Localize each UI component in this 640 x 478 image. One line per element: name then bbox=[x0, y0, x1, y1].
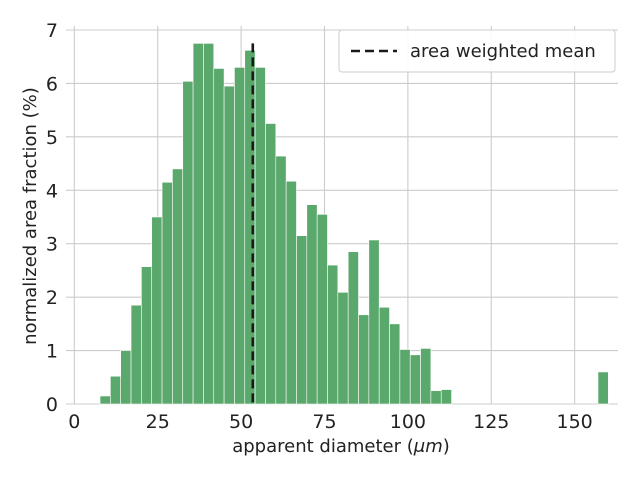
legend-box bbox=[338, 29, 616, 73]
histogram-bar bbox=[368, 239, 380, 405]
histogram-bar bbox=[192, 43, 204, 405]
x-tick-label: 50 bbox=[229, 411, 253, 433]
histogram-bar bbox=[203, 43, 215, 405]
y-tick-label: 2 bbox=[46, 287, 58, 309]
histogram-bars bbox=[99, 43, 609, 405]
histogram-bar bbox=[306, 204, 318, 405]
histogram-bar bbox=[99, 395, 111, 405]
histogram-bar bbox=[141, 266, 153, 405]
histogram-bar bbox=[378, 306, 390, 405]
histogram-bar bbox=[120, 350, 132, 405]
y-tick-label: 7 bbox=[46, 20, 58, 42]
y-tick-label: 6 bbox=[46, 73, 58, 95]
x-tick-label: 25 bbox=[146, 411, 170, 433]
legend-label: area weighted mean bbox=[410, 41, 596, 62]
x-tick-labels: 0 25 50 75 100 125 150 bbox=[68, 411, 592, 433]
histogram-bar bbox=[337, 292, 349, 405]
legend: area weighted mean bbox=[338, 29, 616, 73]
x-tick-label: 100 bbox=[390, 411, 426, 433]
histogram-bar bbox=[285, 180, 297, 405]
histogram-bar bbox=[327, 264, 339, 405]
histogram-bar bbox=[254, 67, 266, 405]
x-tick-label: 125 bbox=[473, 411, 509, 433]
x-axis-label: apparent diameter (μm) bbox=[232, 436, 450, 457]
histogram-bar bbox=[161, 181, 173, 405]
histogram-bar bbox=[420, 348, 432, 405]
histogram-bar bbox=[389, 323, 401, 405]
histogram-bar bbox=[316, 214, 328, 405]
histogram-bar bbox=[296, 235, 308, 405]
histogram-bar bbox=[347, 251, 359, 405]
histogram-bar bbox=[358, 314, 370, 405]
histogram-bar bbox=[234, 67, 246, 405]
y-tick-label: 3 bbox=[46, 234, 58, 256]
histogram-bar bbox=[110, 375, 121, 405]
histogram-bar bbox=[265, 123, 277, 405]
histogram-bar bbox=[172, 168, 184, 405]
y-tick-label: 1 bbox=[46, 341, 58, 363]
histogram-bar bbox=[430, 390, 442, 405]
histogram-bar bbox=[399, 349, 411, 405]
y-axis-label: normalized area fraction (%) bbox=[20, 87, 41, 345]
x-tick-label: 75 bbox=[312, 411, 336, 433]
histogram-bar bbox=[151, 216, 163, 405]
y-tick-label: 0 bbox=[46, 394, 58, 416]
histogram-bar bbox=[213, 68, 225, 405]
histogram-bar bbox=[275, 155, 287, 405]
histogram-bar bbox=[597, 371, 609, 405]
x-tick-label: 0 bbox=[68, 411, 80, 433]
histogram-bar bbox=[182, 80, 194, 405]
histogram-bar bbox=[130, 304, 142, 405]
x-tick-label: 150 bbox=[557, 411, 593, 433]
histogram-bar bbox=[440, 389, 452, 405]
histogram-bar bbox=[409, 354, 421, 405]
histogram-bar bbox=[223, 85, 235, 405]
y-tick-label: 5 bbox=[46, 127, 58, 149]
y-tick-label: 4 bbox=[46, 180, 58, 202]
y-tick-labels: 0 1 2 3 4 5 6 7 bbox=[46, 20, 58, 416]
